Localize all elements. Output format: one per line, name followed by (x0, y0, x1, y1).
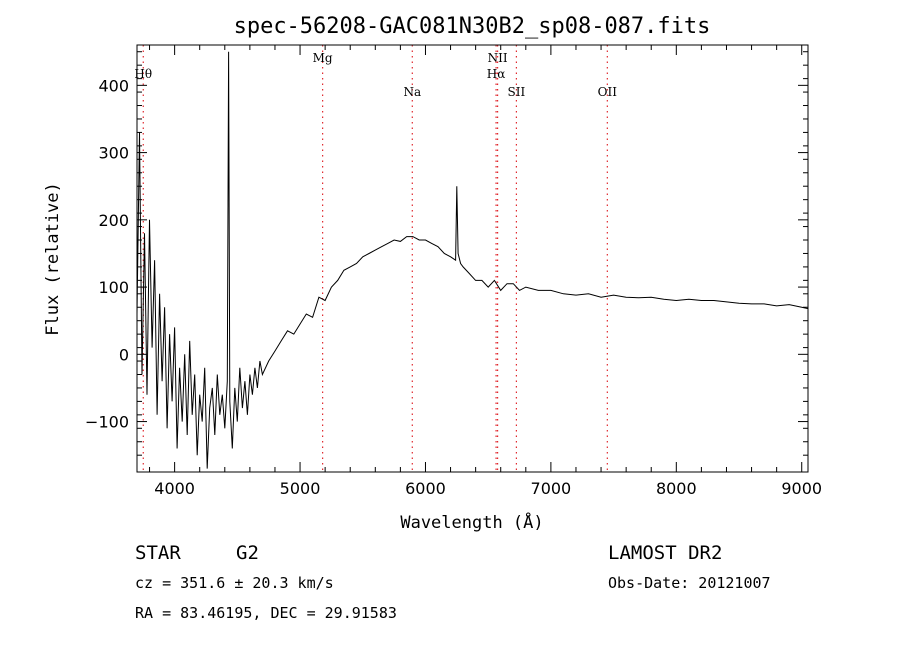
x-axis-label: Wavelength (Å) (400, 511, 543, 533)
y-tick-label: 0 (119, 345, 129, 364)
spectral-line-label: Hθ (134, 67, 152, 81)
spectral-line-label: SII (508, 85, 526, 99)
x-tick-label: 8000 (656, 479, 697, 498)
chart-title: spec-56208-GAC081N30B2_sp08-087.fits (234, 14, 711, 39)
y-tick-label: 200 (98, 211, 129, 230)
survey-name: LAMOST DR2 (608, 542, 723, 564)
y-tick-label: 400 (98, 76, 129, 95)
spectral-line-label: Na (403, 85, 421, 99)
plot-frame (136, 44, 809, 473)
object-subclass: G2 (236, 542, 259, 564)
y-tick-label: 300 (98, 144, 129, 163)
x-tick-label: 9000 (781, 479, 822, 498)
y-tick-label: −100 (85, 413, 129, 432)
x-tick-label: 7000 (531, 479, 572, 498)
y-tick-label: 100 (98, 278, 129, 297)
axis-ticks: 4000 5000 6000 7000 8000 9000 −100 0 100 200 300 40… (85, 45, 822, 498)
object-class: STAR (135, 542, 181, 564)
spectral-line-label: Hα (487, 67, 506, 81)
spectral-line-label: NII (488, 51, 508, 65)
observation-date: Obs-Date: 20121007 (608, 574, 771, 592)
x-tick-label: 6000 (405, 479, 446, 498)
x-tick-label: 5000 (280, 479, 321, 498)
y-axis-label: Flux (relative) (43, 182, 63, 336)
coordinates: RA = 83.46195, DEC = 29.91583 (135, 604, 397, 622)
spectral-line-label: OII (598, 85, 618, 99)
spectral-line-label: Mg (313, 51, 333, 65)
redshift-cz: cz = 351.6 ± 20.3 km/s (135, 574, 334, 592)
x-tick-label: 4000 (154, 479, 195, 498)
spectrum-series-line (136, 51, 809, 469)
